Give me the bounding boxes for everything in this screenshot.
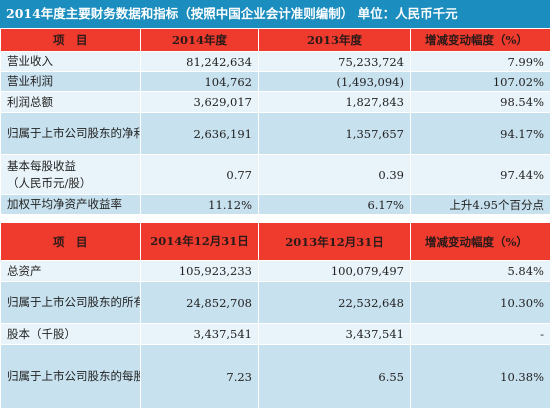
value-2014: 24,852,708 [141,282,259,324]
value-change: - [411,324,550,345]
value-change: 107.02% [411,72,550,92]
table-row: 股本（千股） 3,437,541 3,437,541 - [1,324,550,345]
value-2014: 0.77 [141,155,259,195]
table-row: 归属于上市公司股东的所有者权益 24,852,708 22,532,648 10… [1,282,550,324]
value-change: 10.30% [411,282,550,324]
table-row: 加权平均净资产收益率 11.12% 6.17% 上升4.95个百分点 [1,195,550,215]
value-2014: 105,923,233 [141,261,259,282]
table-header-row: 项 目 2014年12月31日 2013年12月31日 增减变动幅度（%） [1,223,550,261]
row-label: 营业收入 [1,52,141,72]
table-row: 基本每股收益 （人民币元/股） 0.77 0.39 97.44% [1,155,550,195]
table-row: 营业收入 81,242,634 75,233,724 7.99% [1,52,550,72]
value-2014: 7.23 [141,345,259,409]
header-2013-year-end: 2013年12月31日 [259,223,411,261]
value-2013: 1,827,843 [259,92,411,113]
table-header-row: 项 目 2014年度 2013年度 增减变动幅度（%） [1,29,550,52]
table-row: 总资产 105,923,233 100,079,497 5.84% [1,261,550,282]
header-change: 增减变动幅度（%） [411,223,550,261]
row-label: 基本每股收益 （人民币元/股） [1,155,141,195]
value-2013: 100,079,497 [259,261,411,282]
header-change: 增减变动幅度（%） [411,29,550,52]
row-label: 利润总额 [1,92,141,113]
value-change: 7.99% [411,52,550,72]
value-2014: 11.12% [141,195,259,215]
value-change: 98.54% [411,92,550,113]
header-2013: 2013年度 [259,29,411,52]
row-label: 归属于上市公司股东的每股净资产（人民币元/股） [1,345,141,409]
table-row: 营业利润 104,762 (1,493,094) 107.02% [1,72,550,92]
row-label: 归属于上市公司股东的净利润 [1,113,141,155]
value-change: 5.84% [411,261,550,282]
value-2013: (1,493,094) [259,72,411,92]
table-row: 利润总额 3,629,017 1,827,843 98.54% [1,92,550,113]
header-item: 项 目 [1,29,141,52]
header-2014-year-end: 2014年12月31日 [141,223,259,261]
value-change: 上升4.95个百分点 [411,195,550,215]
table-row: 归属于上市公司股东的净利润 2,636,191 1,357,657 94.17% [1,113,550,155]
value-2013: 22,532,648 [259,282,411,324]
value-change: 10.38% [411,345,550,409]
value-2013: 1,357,657 [259,113,411,155]
value-2013: 6.55 [259,345,411,409]
annual-financial-table: 项 目 2014年度 2013年度 增减变动幅度（%） 营业收入 81,242,… [0,28,550,215]
row-label: 总资产 [1,261,141,282]
header-item: 项 目 [1,223,141,261]
value-2013: 75,233,724 [259,52,411,72]
value-2013: 6.17% [259,195,411,215]
value-2014: 3,437,541 [141,324,259,345]
row-label: 加权平均净资产收益率 [1,195,141,215]
value-2014: 2,636,191 [141,113,259,155]
value-2013: 3,437,541 [259,324,411,345]
header-2014: 2014年度 [141,29,259,52]
row-label: 营业利润 [1,72,141,92]
row-label: 归属于上市公司股东的所有者权益 [1,282,141,324]
value-change: 94.17% [411,113,550,155]
value-2014: 81,242,634 [141,52,259,72]
value-2013: 0.39 [259,155,411,195]
table-row: 归属于上市公司股东的每股净资产（人民币元/股） 7.23 6.55 10.38% [1,345,550,409]
value-2014: 3,629,017 [141,92,259,113]
value-change: 97.44% [411,155,550,195]
row-label: 股本（千股） [1,324,141,345]
value-2014: 104,762 [141,72,259,92]
year-end-financial-table: 项 目 2014年12月31日 2013年12月31日 增减变动幅度（%） 总资… [0,222,550,409]
page-title: 2014年度主要财务数据和指标（按照中国企业会计准则编制） 单位：人民币千元 [0,0,550,28]
